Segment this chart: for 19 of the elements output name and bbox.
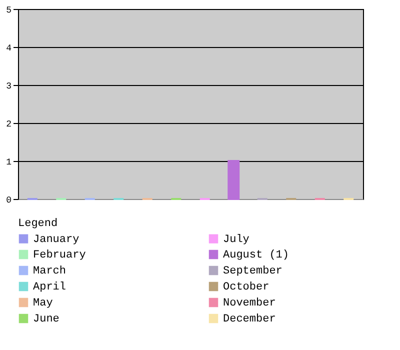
y-tick-label: 4 [6,44,12,54]
legend-label: September [223,266,282,278]
y-tick-label: 2 [6,120,12,130]
legend-label: October [223,282,270,294]
legend-label: July [223,234,250,246]
y-tick-label: 3 [6,82,12,92]
legend-label: August (1) [223,250,290,262]
legend-label: January [33,234,80,246]
y-tick-label: 0 [6,196,12,206]
legend-label: November [223,298,276,310]
legend-title: Legend [18,218,58,230]
y-tick-label: 1 [6,158,12,168]
legend-label: March [33,266,66,278]
legend-label: April [33,282,66,294]
y-tick-label: 5 [6,6,12,16]
legend-label: June [33,314,60,326]
legend-label: February [33,250,86,262]
legend-label: December [223,314,276,326]
legend-label: May [33,298,54,310]
